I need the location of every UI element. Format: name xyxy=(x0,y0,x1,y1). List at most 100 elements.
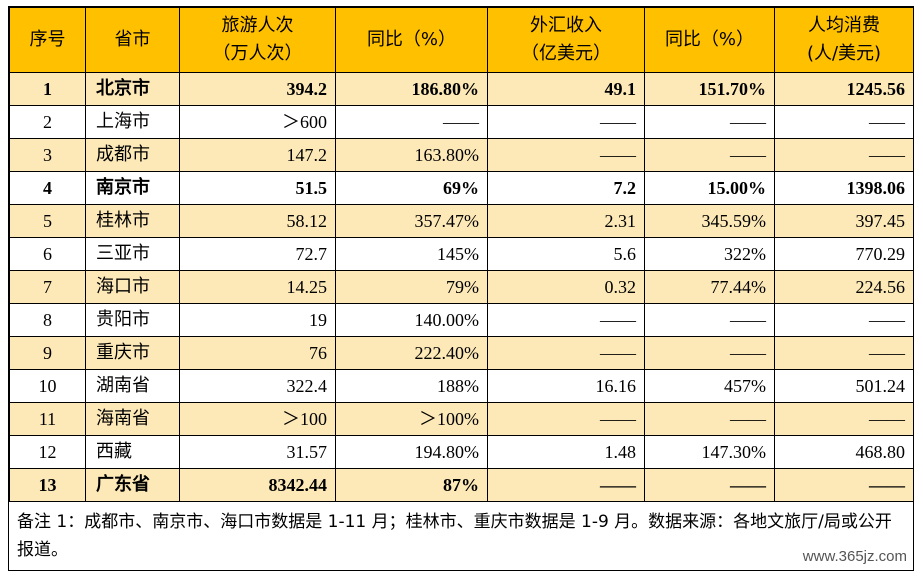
row-forex-income: —— xyxy=(487,303,645,337)
row-forex-income: —— xyxy=(487,105,645,139)
row-forex-yoy: —— xyxy=(644,105,775,139)
row-region: 湖南省 xyxy=(85,369,180,403)
row-per-capita: 501.24 xyxy=(774,369,914,403)
row-forex-yoy: 151.70% xyxy=(644,72,775,106)
row-visitors: ＞100 xyxy=(179,402,336,436)
row-forex-yoy: 147.30% xyxy=(644,435,775,469)
row-forex-yoy: 457% xyxy=(644,369,775,403)
row-per-capita: —— xyxy=(774,105,914,139)
row-forex-income: 16.16 xyxy=(487,369,645,403)
row-index: 8 xyxy=(9,303,86,337)
row-visitors-yoy: ＞100% xyxy=(335,402,488,436)
row-forex-income: —— xyxy=(487,138,645,172)
row-forex-income: 5.6 xyxy=(487,237,645,271)
row-visitors-yoy: 145% xyxy=(335,237,488,271)
row-forex-yoy: 322% xyxy=(644,237,775,271)
row-region: 北京市 xyxy=(85,72,180,106)
table-row: 12 西藏 31.57 194.80% 1.48 147.30% 468.80 xyxy=(9,435,914,469)
row-visitors: 14.25 xyxy=(179,270,336,304)
row-visitors: 72.7 xyxy=(179,237,336,271)
row-per-capita: 468.80 xyxy=(774,435,914,469)
table-row: 5 桂林市 58.12 357.47% 2.31 345.59% 397.45 xyxy=(9,204,914,238)
row-forex-yoy: 77.44% xyxy=(644,270,775,304)
row-forex-income: —— xyxy=(487,336,645,370)
row-index: 4 xyxy=(9,171,86,205)
header-per-capita: 人均消费 (人/美元) xyxy=(774,7,914,73)
row-visitors-yoy: 357.47% xyxy=(335,204,488,238)
row-per-capita: 1398.06 xyxy=(774,171,914,205)
row-index: 6 xyxy=(9,237,86,271)
table-row: 1 北京市 394.2 186.80% 49.1 151.70% 1245.56 xyxy=(9,72,914,106)
row-index: 9 xyxy=(9,336,86,370)
row-per-capita: —— xyxy=(774,138,914,172)
row-region: 上海市 xyxy=(85,105,180,139)
row-region: 贵阳市 xyxy=(85,303,180,337)
row-index: 13 xyxy=(9,468,86,502)
row-index: 7 xyxy=(9,270,86,304)
row-forex-yoy: 15.00% xyxy=(644,171,775,205)
row-per-capita: —— xyxy=(774,336,914,370)
row-visitors-yoy: 163.80% xyxy=(335,138,488,172)
row-region: 南京市 xyxy=(85,171,180,205)
row-region: 广东省 xyxy=(85,468,180,502)
header-row: 序号 省市 旅游人次 （万人次） 同比（%） 外汇收入 （亿美元） 同比（%） 人均… xyxy=(9,7,914,73)
table-row: 2 上海市 ＞600 —— —— —— —— xyxy=(9,105,914,139)
tourism-table: 序号 省市 旅游人次 （万人次） 同比（%） 外汇收入 （亿美元） 同比（%） 人均… xyxy=(9,7,914,502)
watermark: www.365jz.com xyxy=(800,548,909,565)
row-visitors-yoy: 79% xyxy=(335,270,488,304)
table-row: 8 贵阳市 19 140.00% —— —— —— xyxy=(9,303,914,337)
row-forex-income: —— xyxy=(487,468,645,502)
table-row: 11 海南省 ＞100 ＞100% —— —— —— xyxy=(9,402,914,436)
row-index: 10 xyxy=(9,369,86,403)
row-per-capita: —— xyxy=(774,468,914,502)
row-per-capita: 397.45 xyxy=(774,204,914,238)
row-forex-yoy: —— xyxy=(644,336,775,370)
header-visitors-yoy: 同比（%） xyxy=(335,7,488,73)
row-visitors-yoy: 69% xyxy=(335,171,488,205)
row-visitors: 147.2 xyxy=(179,138,336,172)
table-row: 4 南京市 51.5 69% 7.2 15.00% 1398.06 xyxy=(9,171,914,205)
table-row: 3 成都市 147.2 163.80% —— —— —— xyxy=(9,138,914,172)
row-per-capita: 770.29 xyxy=(774,237,914,271)
footnote: 备注 1：成都市、南京市、海口市数据是 1-11 月；桂林市、重庆市数据是 1-… xyxy=(17,512,892,560)
header-forex-income: 外汇收入 （亿美元） xyxy=(487,7,645,73)
row-forex-income: 7.2 xyxy=(487,171,645,205)
row-visitors: 58.12 xyxy=(179,204,336,238)
row-forex-income: 2.31 xyxy=(487,204,645,238)
header-region: 省市 xyxy=(85,7,180,73)
row-visitors: 31.57 xyxy=(179,435,336,469)
row-forex-yoy: —— xyxy=(644,402,775,436)
row-forex-yoy: —— xyxy=(644,468,775,502)
row-visitors: 8342.44 xyxy=(179,468,336,502)
row-visitors-yoy: 222.40% xyxy=(335,336,488,370)
row-per-capita: 1245.56 xyxy=(774,72,914,106)
row-region: 海口市 xyxy=(85,270,180,304)
row-index: 3 xyxy=(9,138,86,172)
row-visitors: ＞600 xyxy=(179,105,336,139)
row-index: 12 xyxy=(9,435,86,469)
row-visitors: 394.2 xyxy=(179,72,336,106)
data-table-frame: 序号 省市 旅游人次 （万人次） 同比（%） 外汇收入 （亿美元） 同比（%） 人均… xyxy=(8,6,914,571)
row-visitors: 19 xyxy=(179,303,336,337)
row-forex-income: 1.48 xyxy=(487,435,645,469)
row-forex-yoy: —— xyxy=(644,303,775,337)
table-row: 10 湖南省 322.4 188% 16.16 457% 501.24 xyxy=(9,369,914,403)
table-row: 6 三亚市 72.7 145% 5.6 322% 770.29 xyxy=(9,237,914,271)
row-forex-yoy: 345.59% xyxy=(644,204,775,238)
row-visitors: 51.5 xyxy=(179,171,336,205)
row-forex-yoy: —— xyxy=(644,138,775,172)
row-region: 桂林市 xyxy=(85,204,180,238)
row-index: 11 xyxy=(9,402,86,436)
row-region: 西藏 xyxy=(85,435,180,469)
row-per-capita: 224.56 xyxy=(774,270,914,304)
row-visitors-yoy: 194.80% xyxy=(335,435,488,469)
table-row: 7 海口市 14.25 79% 0.32 77.44% 224.56 xyxy=(9,270,914,304)
header-index: 序号 xyxy=(9,7,86,73)
row-visitors-yoy: —— xyxy=(335,105,488,139)
row-visitors: 76 xyxy=(179,336,336,370)
row-region: 海南省 xyxy=(85,402,180,436)
row-visitors-yoy: 140.00% xyxy=(335,303,488,337)
row-index: 1 xyxy=(9,72,86,106)
row-visitors-yoy: 186.80% xyxy=(335,72,488,106)
row-per-capita: —— xyxy=(774,303,914,337)
